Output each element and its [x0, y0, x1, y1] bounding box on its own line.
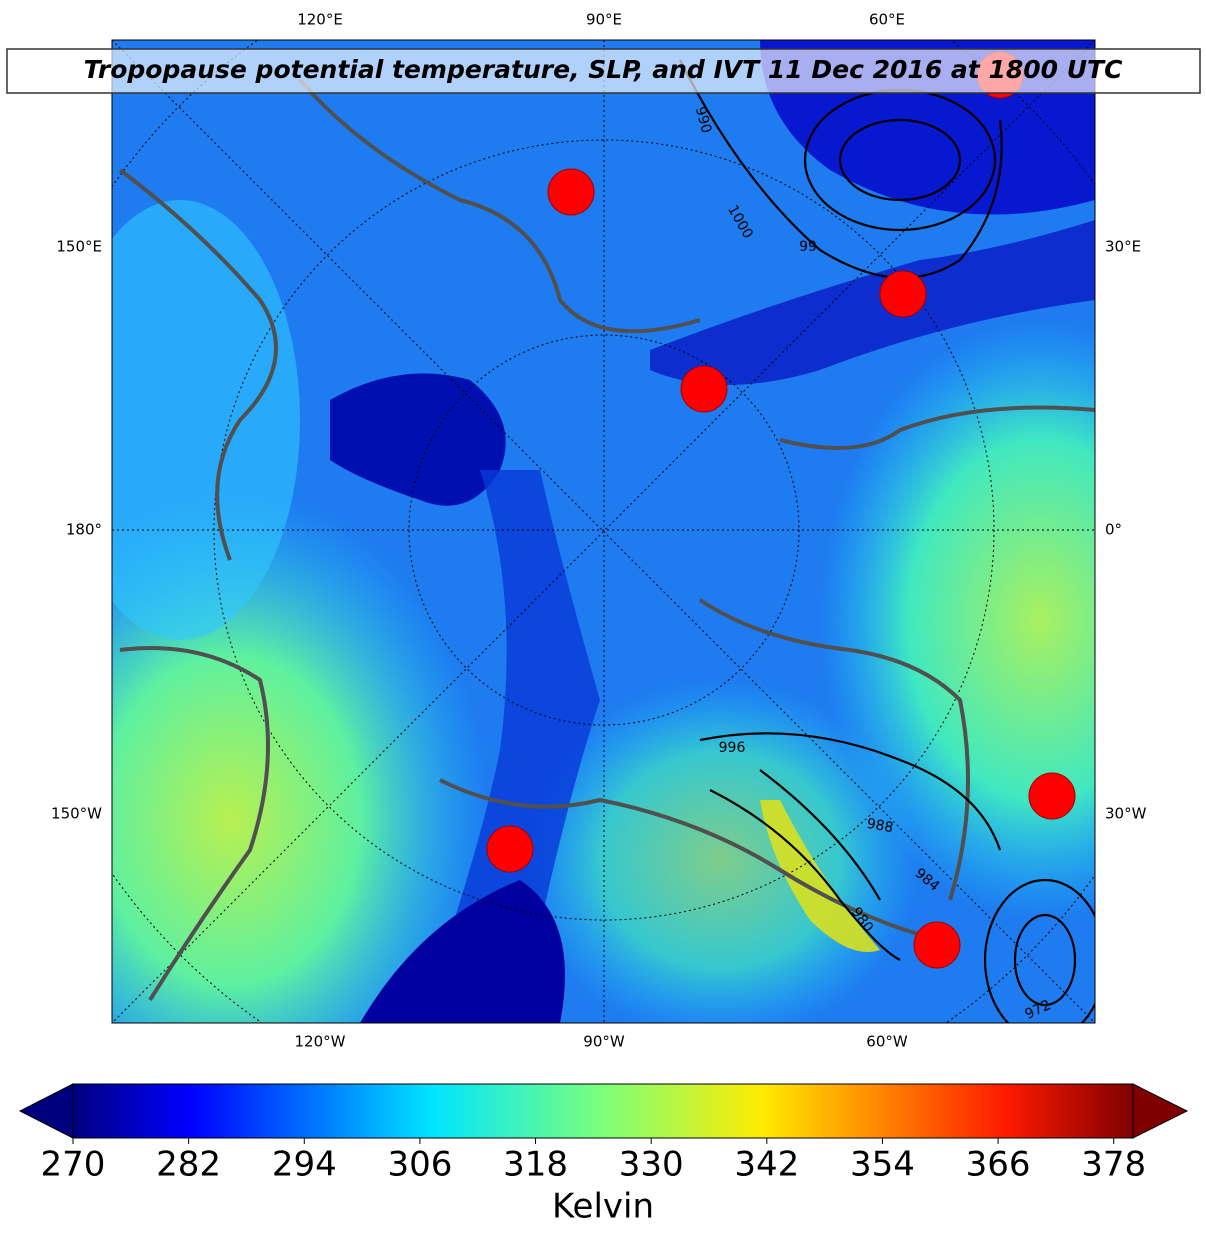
lon-label: 60°E [869, 11, 905, 29]
lat-label: 150°E [56, 238, 102, 256]
lon-label: 120°W [295, 1033, 346, 1051]
colorbar-tick-label: 318 [503, 1145, 568, 1185]
contour-label: 996 [719, 740, 746, 756]
lat-label: 0° [1105, 521, 1122, 539]
lon-label: 90°E [586, 11, 622, 29]
colorbar-label: Kelvin [552, 1187, 654, 1227]
map [112, 40, 1095, 1023]
colorbar-tick-label: 366 [966, 1145, 1031, 1185]
title: Tropopause potential temperature, SLP, a… [84, 55, 1124, 84]
map-frame [111, 39, 1096, 1024]
lat-label: 30°E [1105, 238, 1141, 256]
colorbar-tick-label: 294 [272, 1145, 337, 1185]
lon-label: 120°E [297, 11, 343, 29]
lat-label: 180° [66, 521, 102, 539]
lat-label: 150°W [51, 805, 102, 823]
colorbar [18, 1083, 1189, 1144]
contour-label: 99 [799, 239, 817, 255]
colorbar-tick-label: 282 [156, 1145, 221, 1185]
colorbar-tick-label: 378 [1081, 1145, 1146, 1185]
colorbar-tick-label: 306 [387, 1145, 452, 1185]
colorbar-tick-label: 270 [41, 1145, 106, 1185]
contour-label: 990 [692, 105, 714, 135]
lat-label: 30°W [1105, 805, 1147, 823]
colorbar-tick-label: 330 [619, 1145, 684, 1185]
lon-label: 90°W [583, 1033, 625, 1051]
colorbar-tick-label: 342 [734, 1145, 799, 1185]
contour-label: 988 [865, 816, 894, 836]
lon-label: 60°W [866, 1033, 908, 1051]
colorbar-tick-label: 354 [850, 1145, 915, 1185]
title-box: Tropopause potential temperature, SLP, a… [6, 48, 1201, 94]
